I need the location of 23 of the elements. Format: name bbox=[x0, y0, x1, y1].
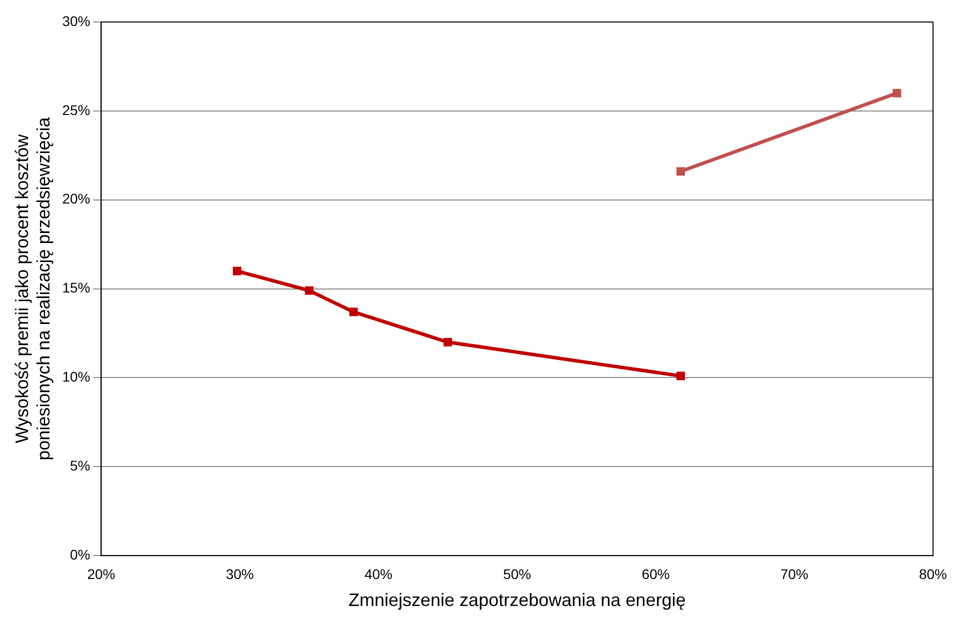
point bbox=[349, 308, 358, 316]
x-tick-label: 50% bbox=[503, 566, 532, 582]
point bbox=[304, 286, 314, 295]
point bbox=[892, 88, 902, 98]
x-tick-label: 20% bbox=[87, 566, 116, 582]
x-tick-label: 30% bbox=[226, 566, 254, 582]
point bbox=[232, 266, 242, 276]
y-tick-label: 30% bbox=[62, 12, 90, 29]
x-axis-title: Zmniejszenie zapotrzebowania na energię bbox=[348, 590, 686, 610]
y-tick-label: 25% bbox=[62, 102, 90, 118]
y-tick-label: 10% bbox=[62, 368, 90, 385]
x-tick-label: 40% bbox=[364, 566, 392, 582]
x-tick-label: 70% bbox=[780, 566, 808, 582]
y-tick-label: 15% bbox=[62, 280, 90, 296]
x-tick-label: 60% bbox=[642, 566, 670, 582]
y-tick-label: 0% bbox=[70, 546, 90, 562]
y-tick-label: 5% bbox=[70, 458, 90, 474]
point bbox=[444, 338, 452, 346]
point bbox=[676, 167, 685, 176]
y-tick-label: 20% bbox=[62, 190, 90, 207]
point bbox=[676, 372, 685, 380]
y-axis-title: Wysokość premii jako procent kosztów poniesionych na realizację przedsięwzięcia bbox=[12, 116, 54, 460]
x-tick-label: 80% bbox=[918, 566, 948, 582]
